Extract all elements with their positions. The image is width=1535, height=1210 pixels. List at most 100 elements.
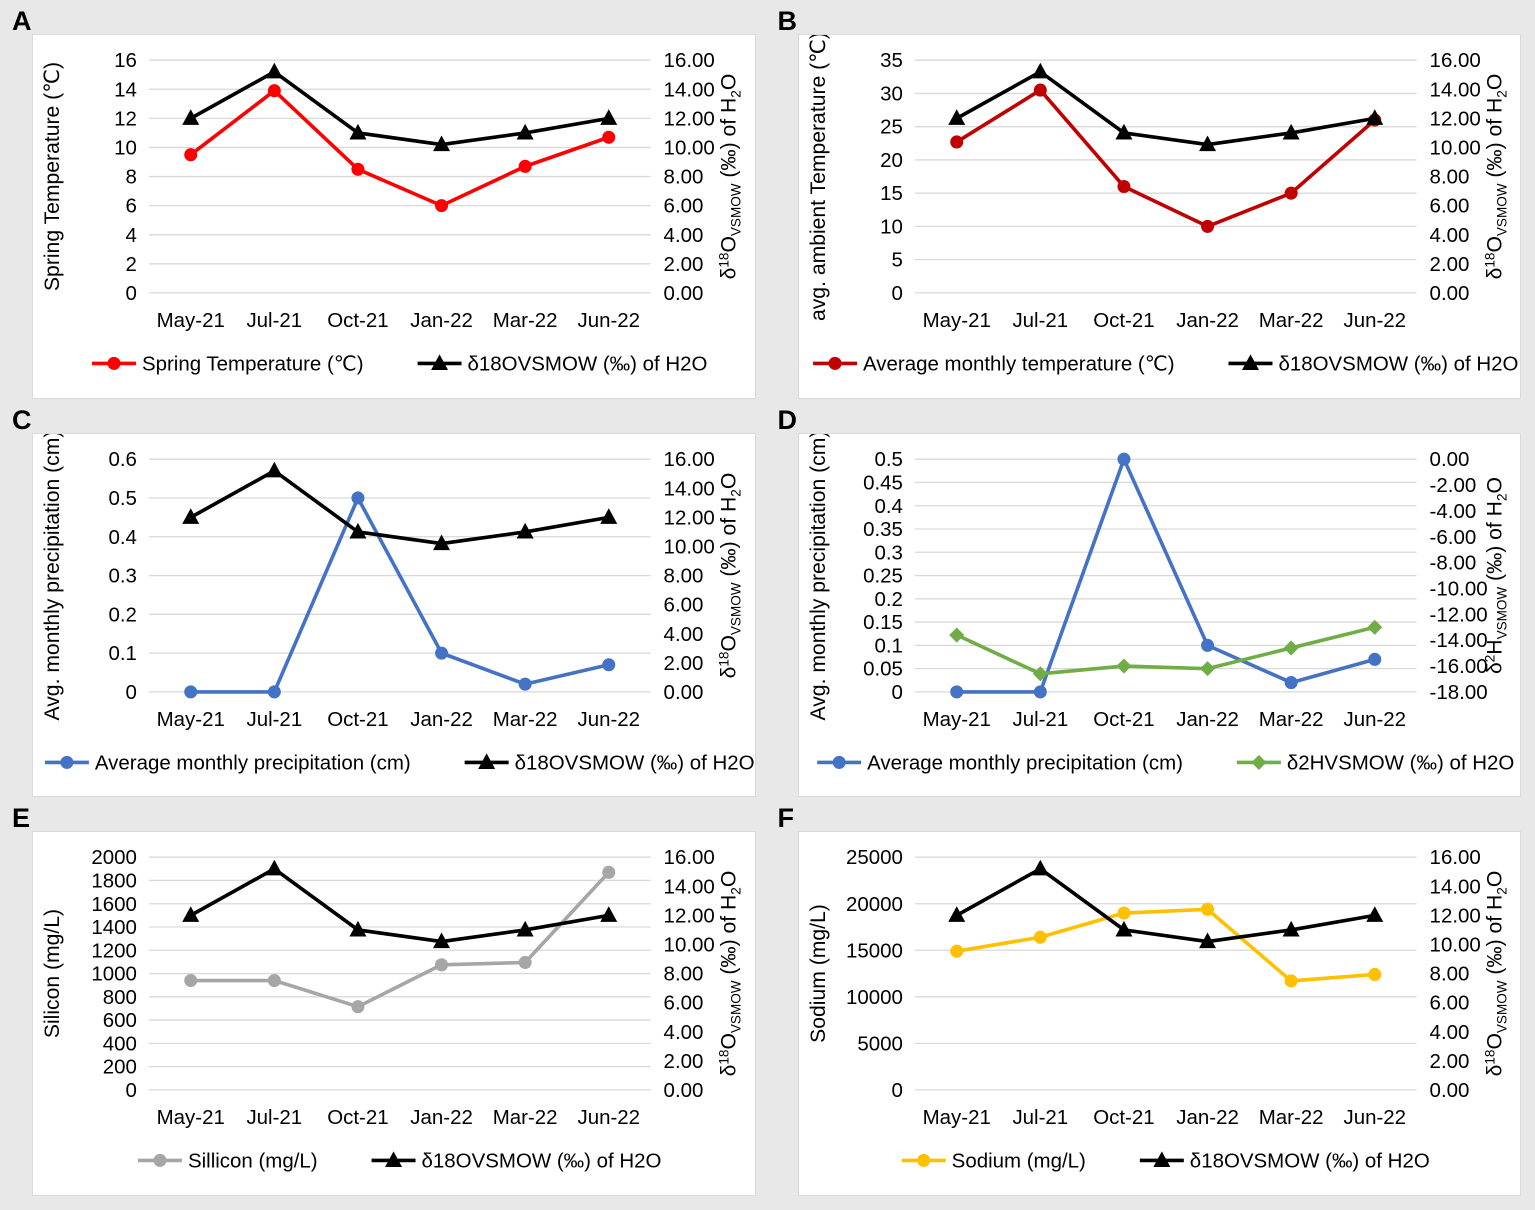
svg-text:Jul-21: Jul-21 [1012, 309, 1068, 332]
svg-text:14.00: 14.00 [1429, 78, 1480, 101]
svg-text:0.25: 0.25 [863, 564, 903, 587]
svg-text:Oct-21: Oct-21 [1093, 1106, 1154, 1129]
svg-text:2: 2 [126, 253, 137, 276]
svg-text:0: 0 [891, 1079, 902, 1102]
svg-text:5: 5 [891, 249, 902, 272]
svg-text:4.00: 4.00 [1429, 1021, 1469, 1044]
svg-text:12.00: 12.00 [1429, 905, 1480, 928]
svg-text:May-21: May-21 [157, 309, 225, 332]
svg-text:0.3: 0.3 [874, 541, 902, 564]
panel-e-letter: E [12, 803, 31, 834]
panel-d-chart: 00.050.10.150.20.250.30.350.40.450.5 0.00… [807, 434, 1514, 774]
svg-text:Sillicon (mg/L): Sillicon (mg/L) [188, 1150, 318, 1173]
svg-text:0.4: 0.4 [108, 525, 136, 548]
svg-text:15: 15 [880, 182, 903, 205]
svg-text:Jan-22: Jan-22 [410, 708, 473, 731]
svg-text:0.3: 0.3 [108, 564, 136, 587]
svg-text:800: 800 [103, 986, 137, 1009]
svg-text:0.2: 0.2 [108, 603, 136, 626]
svg-text:0: 0 [891, 681, 902, 704]
svg-text:0: 0 [126, 681, 137, 704]
panel-a-chart-area: 0 2 4 6 8 10 12 14 16 0.00 2.00 4.00 6.00 8.00 10.00 12… [32, 34, 756, 399]
panel-d-letter: D [777, 404, 798, 435]
svg-text:-16.00: -16.00 [1429, 655, 1487, 678]
svg-text:8.00: 8.00 [664, 166, 704, 189]
panel-f-letter: F [777, 803, 795, 834]
svg-text:-6.00: -6.00 [1429, 525, 1476, 548]
svg-text:6.00: 6.00 [664, 195, 704, 218]
svg-text:δ18OVSMOW (‰) of H2O: δ18OVSMOW (‰) of H2O [717, 472, 744, 678]
svg-text:0.5: 0.5 [874, 448, 902, 471]
svg-text:6.00: 6.00 [1429, 992, 1469, 1015]
svg-text:0.15: 0.15 [863, 611, 903, 634]
svg-text:0.1: 0.1 [874, 634, 902, 657]
svg-text:0: 0 [126, 282, 137, 305]
svg-text:10.00: 10.00 [664, 934, 715, 957]
svg-text:Jun-22: Jun-22 [1343, 708, 1406, 731]
panel-b-chart: 0 5 10 15 20 25 30 35 0.00 2.00 4.00 6.00 8.00 10.00 1… [807, 35, 1518, 375]
svg-text:May-21: May-21 [922, 1106, 990, 1129]
svg-text:6: 6 [126, 195, 137, 218]
svg-text:2000: 2000 [91, 846, 137, 869]
svg-text:0.6: 0.6 [108, 448, 136, 471]
svg-text:δ2HVSMOW (‰) of H2O: δ2HVSMOW (‰) of H2O [1482, 477, 1509, 674]
panel-b: B 0 5 10 15 20 25 30 35 0.00 2.00 4.00 6.00 8.00 10.0… [778, 8, 1521, 399]
svg-text:2.00: 2.00 [664, 651, 704, 674]
svg-text:8.00: 8.00 [1429, 166, 1469, 189]
svg-text:8.00: 8.00 [1429, 963, 1469, 986]
svg-text:May-21: May-21 [922, 309, 990, 332]
svg-text:Jan-22: Jan-22 [1176, 309, 1239, 332]
svg-text:200: 200 [103, 1056, 137, 1079]
svg-text:Mar-22: Mar-22 [493, 309, 558, 332]
svg-text:Spring Temperature (℃): Spring Temperature (℃) [142, 352, 364, 375]
svg-text:14.00: 14.00 [1429, 876, 1480, 899]
svg-text:8.00: 8.00 [664, 963, 704, 986]
panel-f-chart-area: 0 5000 10000 15000 20000 25000 0.00 2.00 4.00 6.0… [797, 831, 1521, 1196]
svg-text:10.00: 10.00 [1429, 934, 1480, 957]
panel-d: D 0 0.05 0.1 0.15 0.2 0.25 0.3 0.35 0.4 0.45 0.5 0.… [777, 404, 1521, 798]
svg-text:1200: 1200 [91, 940, 137, 963]
panel-c: C 0 0.1 0.2 0.3 0.4 0.5 0.6 0.00 2.00 4.00 6.00 8.0… [12, 406, 756, 798]
svg-text:May-21: May-21 [157, 708, 225, 731]
svg-text:-14.00: -14.00 [1429, 629, 1487, 652]
svg-text:400: 400 [103, 1033, 137, 1056]
svg-text:δ18OVSMOW (‰) of H2O: δ18OVSMOW (‰) of H2O [515, 751, 755, 774]
svg-text:-12.00: -12.00 [1429, 603, 1487, 626]
svg-text:4.00: 4.00 [664, 1021, 704, 1044]
svg-text:Jun-22: Jun-22 [1343, 1106, 1406, 1129]
svg-text:0.00: 0.00 [664, 1079, 704, 1102]
svg-text:Average monthly precipitation: Average monthly precipitation (cm) [95, 751, 411, 774]
panel-d-chart-area: 0 0.05 0.1 0.15 0.2 0.25 0.3 0.35 0.4 0.45 0.5 0.00… [797, 432, 1521, 798]
svg-text:10000: 10000 [846, 986, 903, 1009]
svg-text:0: 0 [891, 282, 902, 305]
svg-text:Jun-22: Jun-22 [577, 708, 640, 731]
svg-text:16.00: 16.00 [1429, 846, 1480, 869]
svg-text:0.00: 0.00 [664, 282, 704, 305]
svg-text:10.00: 10.00 [664, 136, 715, 159]
panel-f-chart: 0 5000 10000 15000 20000 25000 0.00 2.00 4.00 6.0… [807, 846, 1509, 1173]
panel-a: A 0 2 4 6 8 10 12 14 16 0.00 2.00 4.00 6.00 8.00 10.00… [12, 8, 756, 399]
svg-text:14.00: 14.00 [664, 477, 715, 500]
svg-text:10: 10 [880, 215, 903, 238]
svg-text:14.00: 14.00 [664, 876, 715, 899]
svg-text:Jul-21: Jul-21 [246, 309, 302, 332]
svg-text:5000: 5000 [857, 1033, 903, 1056]
svg-text:Sodium (mg/L): Sodium (mg/L) [807, 905, 830, 1044]
svg-text:Mar-22: Mar-22 [493, 708, 558, 731]
svg-text:Mar-22: Mar-22 [493, 1106, 558, 1129]
svg-text:Oct-21: Oct-21 [327, 1106, 388, 1129]
svg-text:δ18OVSMOW (‰) of H2O: δ18OVSMOW (‰) of H2O [1278, 352, 1518, 375]
svg-text:4.00: 4.00 [664, 622, 704, 645]
svg-text:δ18OVSMOW (‰) of H2O: δ18OVSMOW (‰) of H2O [717, 74, 744, 280]
svg-text:Oct-21: Oct-21 [1093, 309, 1154, 332]
svg-text:Jan-22: Jan-22 [410, 309, 473, 332]
svg-text:Jun-22: Jun-22 [577, 309, 640, 332]
svg-text:4: 4 [126, 224, 137, 247]
svg-text:600: 600 [103, 1009, 137, 1032]
svg-text:δ18OVSMOW (‰) of H2O: δ18OVSMOW (‰) of H2O [1189, 1150, 1429, 1173]
svg-text:0.5: 0.5 [108, 487, 136, 510]
svg-text:25: 25 [880, 116, 903, 139]
svg-text:Oct-21: Oct-21 [327, 708, 388, 731]
panel-f: F 0 5000 10000 15000 20000 25000 0.00 2.00 4.00 6… [777, 803, 1521, 1196]
panel-c-chart: 0 0.1 0.2 0.3 0.4 0.5 0.6 0.00 2.00 4.00 6.00 8.00 1… [41, 434, 755, 774]
